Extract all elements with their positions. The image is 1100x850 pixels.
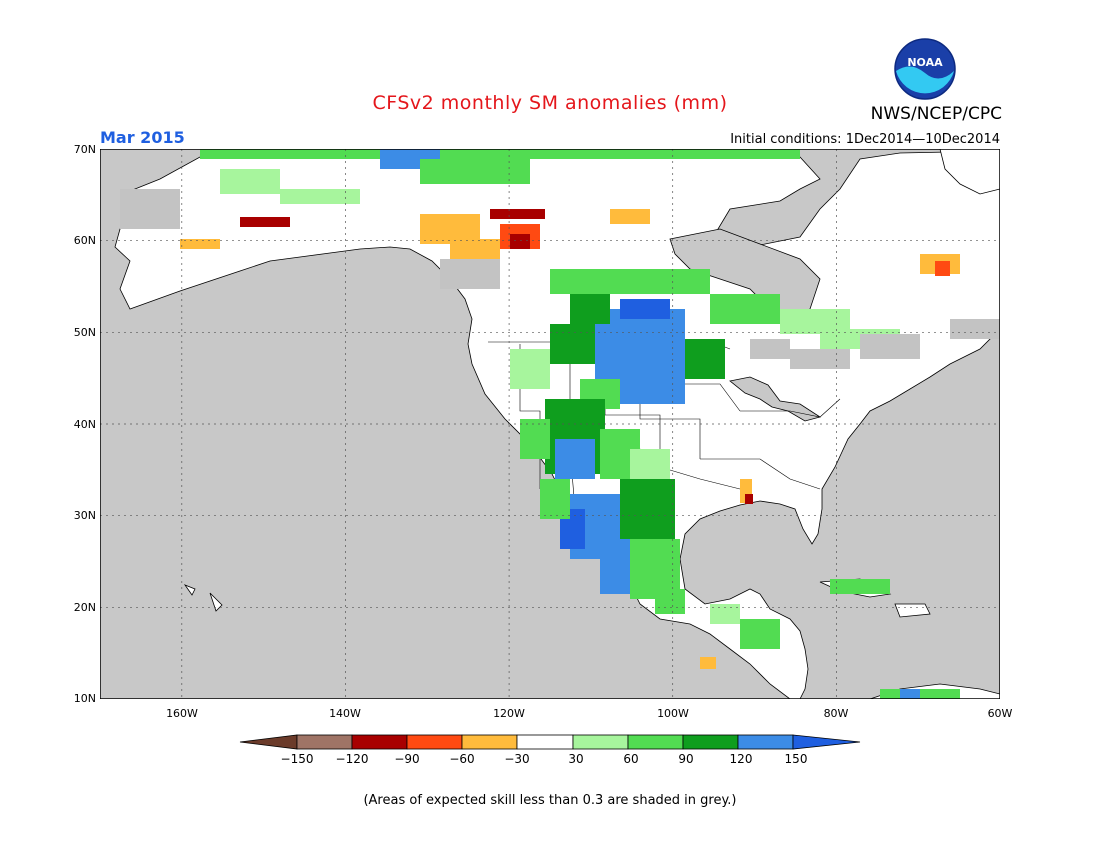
colorbar [239,734,861,750]
colorbar-swatch [239,734,298,750]
colorbar-swatch [737,734,794,750]
colorbar-swatch [572,734,629,750]
hawaii-land [183,584,223,612]
anomaly-cells [120,149,1000,699]
lon-label: 160W [166,707,198,720]
greenland-land [939,149,1000,195]
colorbar-label: 120 [729,752,753,766]
organization-label: NWS/NCEP/CPC [870,104,1002,124]
noaa-logo: NOAA [893,37,957,105]
anomaly-map [100,149,1000,699]
lon-label: 100W [657,707,689,720]
lon-label: 120W [493,707,525,720]
colorbar-swatch [461,734,518,750]
colorbar-label: −60 [449,752,475,766]
lon-label: 80W [823,707,849,720]
lon-label: 60W [987,707,1013,720]
lat-label: 40N [73,418,96,431]
lat-label: 50N [73,326,96,339]
initial-conditions: Initial conditions: 1Dec2014—10Dec2014 [730,132,1000,147]
colorbar-swatch [516,734,574,750]
map-gridlines [100,149,1000,699]
colorbar-label: −150 [280,752,314,766]
great-lakes [729,376,821,422]
hispaniola-land [894,603,931,618]
noaa-logo-text: NOAA [907,56,943,69]
forecast-month: Mar 2015 [100,128,185,147]
colorbar-label: 30 [568,752,584,766]
colorbar-label: −30 [504,752,530,766]
chart-title: CFSv2 monthly SM anomalies (mm) [372,92,728,114]
lat-label: 30N [73,509,96,522]
lon-label: 140W [329,707,361,720]
colorbar-swatch [792,734,861,750]
colorbar-label: −120 [335,752,369,766]
colorbar-label: −90 [394,752,420,766]
colorbar-swatch [682,734,739,750]
skill-note: (Areas of expected skill less than 0.3 a… [363,793,737,808]
lat-label: 60N [73,234,96,247]
colorbar-swatch [627,734,684,750]
colorbar-label: 90 [678,752,694,766]
lat-label: 70N [73,143,96,156]
colorbar-label: 60 [623,752,639,766]
colorbar-swatch [406,734,463,750]
colorbar-label: 150 [784,752,808,766]
lat-label: 10N [73,692,96,705]
lat-label: 20N [73,601,96,614]
colorbar-swatch [296,734,353,750]
colorbar-swatch [351,734,408,750]
